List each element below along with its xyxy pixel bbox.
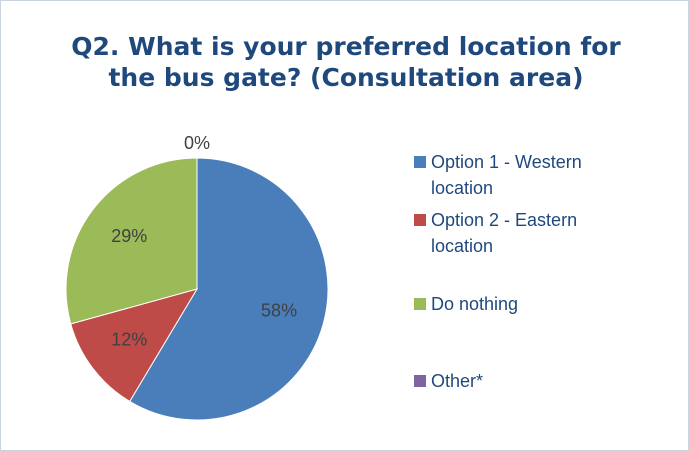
legend-label: Option 2 - Eastern location [431, 210, 578, 256]
data-label: 12% [111, 329, 147, 349]
legend-entry: Option 1 - Western location [414, 149, 644, 201]
legend-label: Other* [431, 371, 484, 391]
data-label: 29% [111, 226, 147, 246]
legend-swatch [414, 298, 426, 310]
legend-label: Option 1 - Western location [431, 152, 582, 198]
legend-entry: Do nothing [414, 291, 644, 317]
pie-slice [70, 288, 199, 403]
legend-entry: Other* [414, 368, 644, 394]
chart-title: Q2. What is your preferred location for … [71, 32, 621, 92]
legend-swatch [414, 156, 426, 168]
pie-slice [129, 157, 329, 421]
legend-swatch [414, 214, 426, 226]
data-label: 58% [261, 300, 297, 320]
legend-label: Do nothing [431, 294, 519, 314]
legend-entry: Option 2 - Eastern location [414, 207, 644, 259]
legend-swatch [414, 375, 426, 387]
pie-slice [65, 157, 198, 325]
data-label: 0% [184, 133, 210, 153]
